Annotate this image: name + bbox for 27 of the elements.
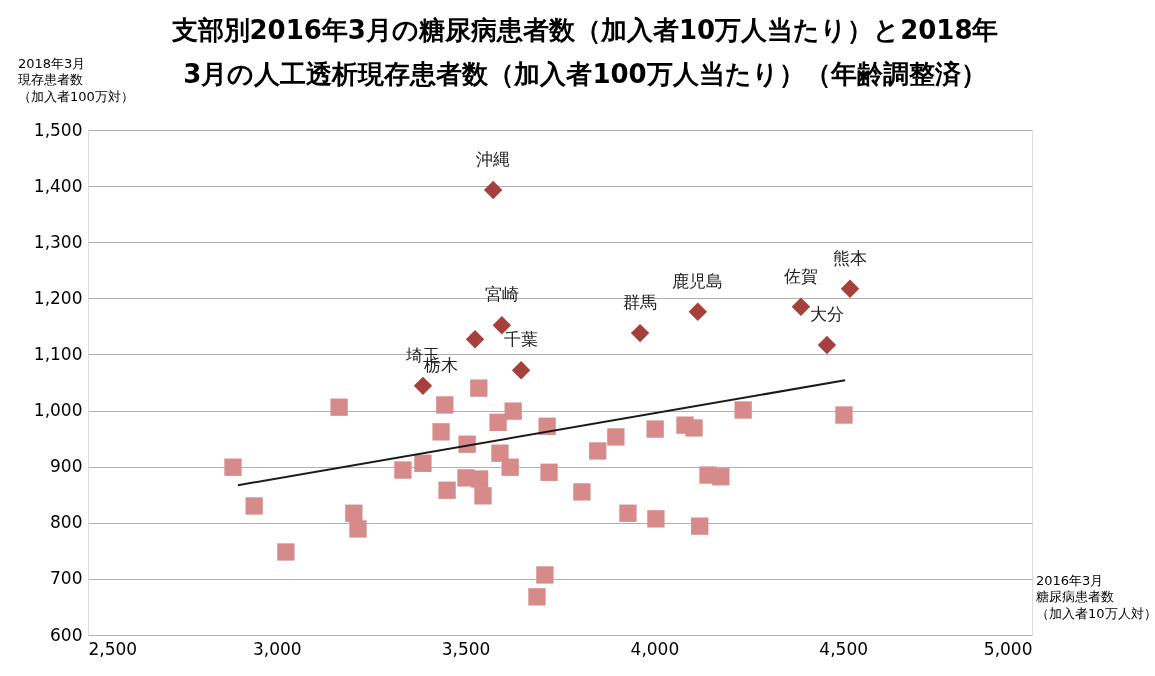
x-tick-label: 4,500 — [819, 638, 869, 659]
y-tick-label: 1,200 — [33, 287, 83, 308]
x-tick-label: 3,500 — [441, 638, 491, 659]
y-axis-title: 2018年3月現存患者数（加入者100万対） — [18, 56, 134, 104]
y-tick-label: 1,500 — [33, 119, 83, 140]
y-tick-label: 700 — [50, 568, 83, 589]
x-tick-label: 3,000 — [252, 638, 302, 659]
y-tick-label: 900 — [50, 456, 83, 477]
x-axis-title: 2016年3月糖尿病患者数（加入者10万人対） — [1036, 573, 1155, 621]
x-tick-label: 4,000 — [630, 638, 680, 659]
annotation: 佐賀 — [783, 265, 818, 286]
y-tick-label: 800 — [50, 512, 83, 533]
annotation: 宮崎 — [484, 284, 519, 305]
y-tick-label: 1,100 — [33, 343, 83, 364]
x-tick-label: 2,500 — [88, 638, 138, 659]
chart-title: 支部別2016年3月の糖尿病患者数（加入者10万人当たり）と2018年 3月の人工透析現存患者数（加入者100万人当たり）（年齢調整済） — [170, 15, 999, 89]
x-tick-label: 5,000 — [983, 638, 1033, 659]
annotation: 鹿児島 — [672, 270, 724, 291]
annotation: 沖縄 — [476, 149, 511, 170]
y-tick-label: 1,300 — [33, 231, 83, 252]
y-tick-label: 1,000 — [33, 400, 83, 421]
y-tick-label: 1,400 — [33, 175, 83, 196]
annotation: 熊本 — [833, 247, 867, 268]
y-tick-label: 600 — [50, 624, 83, 645]
annotation: 千葉 — [504, 329, 539, 350]
annotation: 群馬 — [623, 292, 658, 313]
annotation: 大分 — [809, 303, 844, 324]
